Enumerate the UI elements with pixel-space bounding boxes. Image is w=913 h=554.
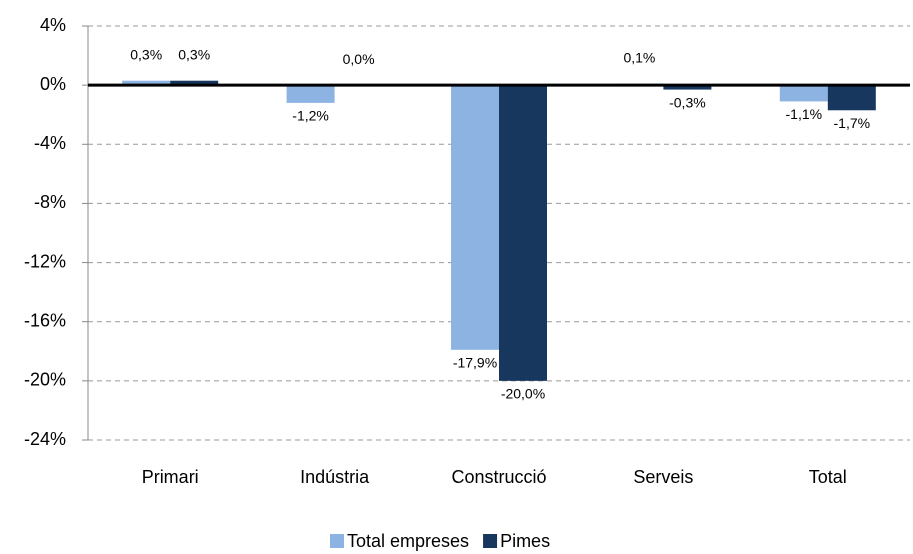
y-tick-label: -8% <box>34 192 66 212</box>
legend-swatch <box>330 534 344 548</box>
bar <box>827 85 876 111</box>
x-tick-label: Primari <box>142 467 199 487</box>
y-tick-label: -16% <box>24 310 66 330</box>
bar <box>170 80 219 86</box>
bar <box>122 80 171 86</box>
legend-label: Pimes <box>500 531 550 551</box>
legend-swatch <box>483 534 498 548</box>
y-tick-label: -12% <box>24 251 66 271</box>
value-label: -17,9% <box>453 355 497 371</box>
x-tick-label: Indústria <box>300 467 370 487</box>
value-label: 0,3% <box>178 46 210 62</box>
bar <box>451 85 499 350</box>
value-label: -20,0% <box>501 386 545 402</box>
bar <box>286 85 335 103</box>
value-label: 0,1% <box>623 49 655 65</box>
y-tick-label: -20% <box>24 370 66 390</box>
bar <box>779 85 828 102</box>
value-label: -1,1% <box>786 106 823 122</box>
bar <box>499 85 547 381</box>
y-tick-label: -4% <box>34 133 66 153</box>
value-label: -1,7% <box>834 115 871 131</box>
y-tick-label: 4% <box>40 15 66 35</box>
y-tick-label: -24% <box>24 429 66 449</box>
legend-label: Total empreses <box>347 531 469 551</box>
x-tick-label: Construcció <box>451 467 546 487</box>
value-label: -0,3% <box>669 94 706 110</box>
x-tick-label: Serveis <box>633 467 693 487</box>
bar <box>663 85 712 90</box>
value-label: 0,3% <box>130 46 162 62</box>
value-label: 0,0% <box>343 51 375 67</box>
value-label: -1,2% <box>292 108 329 124</box>
y-tick-label: 0% <box>40 74 66 94</box>
x-tick-label: Total <box>809 467 847 487</box>
